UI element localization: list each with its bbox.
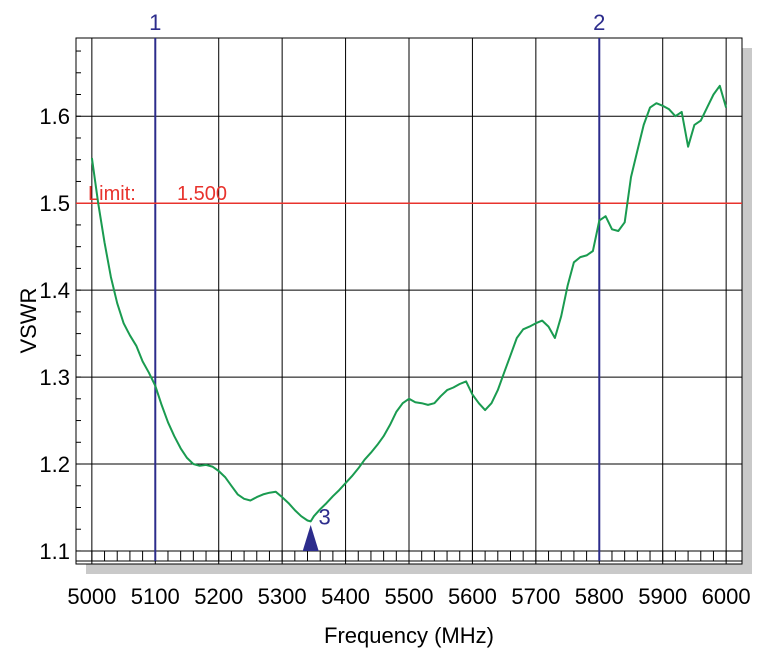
- x-tick-label: 5900: [638, 584, 687, 609]
- x-tick-label: 5500: [385, 584, 434, 609]
- x-tick-label: 5700: [511, 584, 560, 609]
- y-tick-label: 1.3: [39, 365, 70, 390]
- y-axis-title: VSWR: [16, 288, 41, 354]
- minor-ticks: [76, 50, 742, 562]
- marker-label-3: 3: [319, 505, 331, 530]
- x-tick-label: 5800: [575, 584, 624, 609]
- x-tick-labels: 5000 5100 5200 5300 5400 5500 5600 5700 5800 5900…: [67, 584, 750, 609]
- x-tick-label: 5300: [258, 584, 307, 609]
- limit-label: Limit:: [88, 183, 136, 205]
- limit-line-group: Limit: 1.500: [76, 183, 742, 205]
- y-tick-labels: 1.1 1.2 1.3 1.4 1.5 1.6: [39, 104, 70, 564]
- y-tick-label: 1.1: [39, 539, 70, 564]
- x-tick-label: 5100: [131, 584, 180, 609]
- marker-label-2: 2: [593, 10, 605, 35]
- x-tick-label: 5400: [321, 584, 370, 609]
- marker-triangle-3: [302, 524, 319, 551]
- marker-3-group: 3: [302, 505, 331, 551]
- x-tick-label: 5200: [194, 584, 243, 609]
- y-tick-label: 1.2: [39, 452, 70, 477]
- y-tick-label: 1.6: [39, 104, 70, 129]
- marker-label-1: 1: [149, 10, 161, 35]
- y-tick-label: 1.5: [39, 191, 70, 216]
- y-tick-label: 1.4: [39, 278, 70, 303]
- x-axis-title: Frequency (MHz): [324, 623, 494, 648]
- limit-value: 1.500: [177, 183, 227, 205]
- x-tick-label: 6000: [702, 584, 751, 609]
- series-line-0: [90, 84, 728, 523]
- x-tick-label: 5600: [448, 584, 497, 609]
- x-tick-label: 5000: [67, 584, 116, 609]
- series-group: [90, 84, 728, 523]
